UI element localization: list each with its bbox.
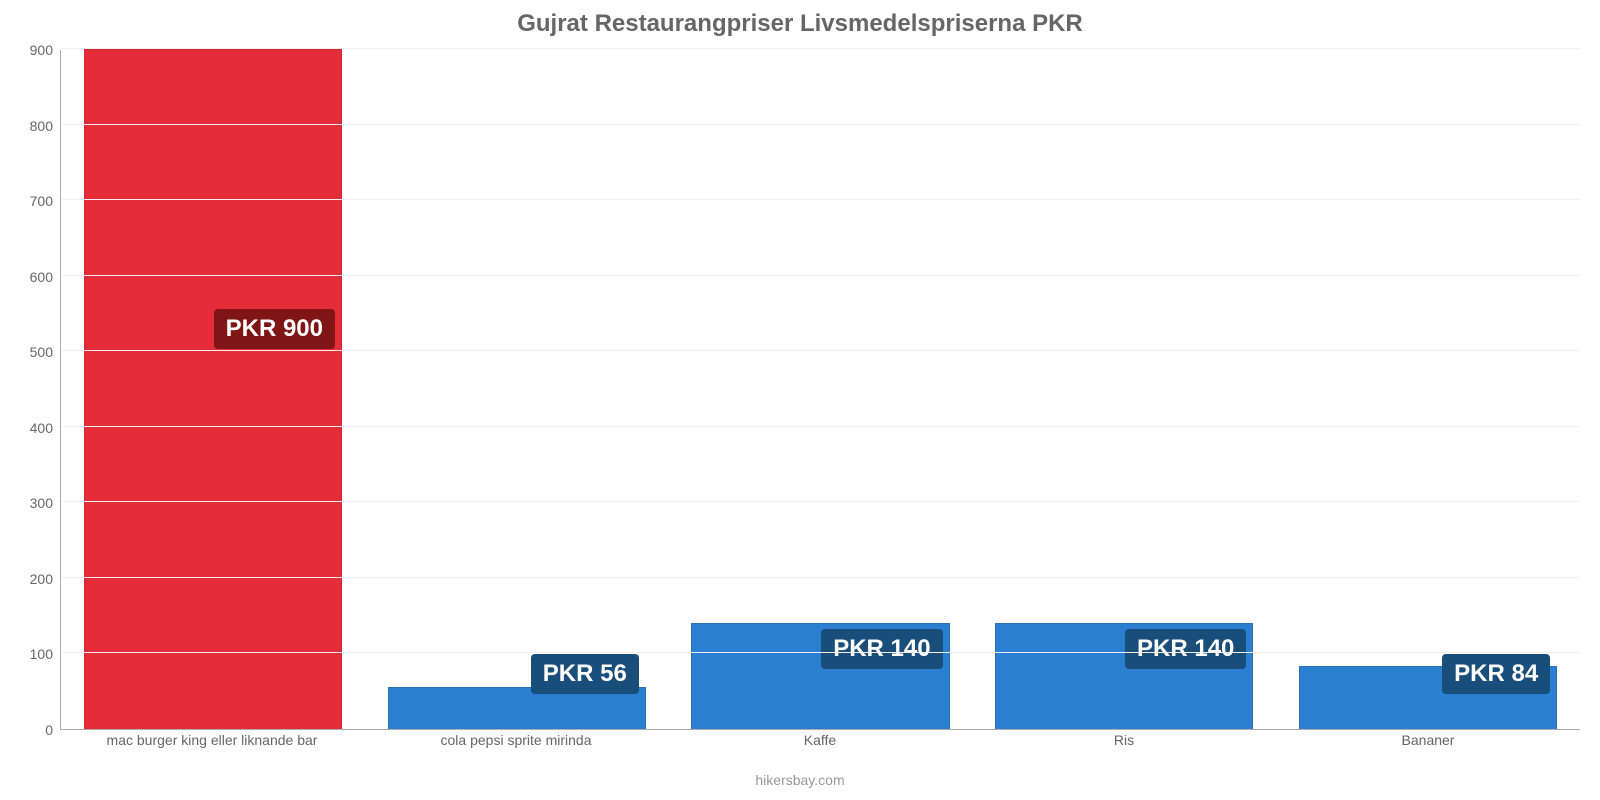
value-label: PKR 140 [821, 629, 942, 669]
y-tick-label: 400 [30, 420, 53, 436]
gridline [61, 199, 1580, 200]
bars-container: PKR 900 PKR 56 PKR 140 PKR 140 PKR 84 [61, 50, 1580, 729]
y-tick-label: 900 [30, 42, 53, 58]
y-tick-label: 0 [45, 722, 53, 738]
x-axis-labels: mac burger king eller liknande barcola p… [60, 732, 1580, 748]
y-tick-label: 300 [30, 495, 53, 511]
gridline [61, 577, 1580, 578]
bar-slot: PKR 84 [1276, 50, 1580, 729]
y-tick-label: 100 [30, 646, 53, 662]
value-label: PKR 900 [214, 309, 335, 349]
y-tick-label: 800 [30, 118, 53, 134]
bar: PKR 140 [995, 623, 1253, 729]
gridline [61, 426, 1580, 427]
bar-slot: PKR 56 [365, 50, 669, 729]
bar-slot: PKR 900 [61, 50, 365, 729]
x-tick-label: Ris [972, 732, 1276, 748]
gridline [61, 652, 1580, 653]
gridline [61, 350, 1580, 351]
bar: PKR 56 [388, 687, 646, 729]
y-tick-label: 200 [30, 571, 53, 587]
x-tick-label: Kaffe [668, 732, 972, 748]
gridline [61, 501, 1580, 502]
y-tick-label: 600 [30, 269, 53, 285]
price-bar-chart: Gujrat Restaurangpriser Livsmedelspriser… [0, 0, 1600, 800]
plot-area: PKR 900PKR 56PKR 140PKR 140PKR 84 010020… [60, 50, 1580, 730]
y-tick-label: 500 [30, 344, 53, 360]
gridline [61, 275, 1580, 276]
bar-slot: PKR 140 [972, 50, 1276, 729]
x-tick-label: cola pepsi sprite mirinda [364, 732, 668, 748]
chart-title: Gujrat Restaurangpriser Livsmedelspriser… [0, 10, 1600, 38]
gridline [61, 48, 1580, 49]
bar: PKR 140 [691, 623, 949, 729]
gridline [61, 124, 1580, 125]
bar-slot: PKR 140 [669, 50, 973, 729]
value-label: PKR 56 [531, 654, 639, 694]
value-label: PKR 140 [1125, 629, 1246, 669]
chart-footer: hikersbay.com [0, 772, 1600, 788]
bar: PKR 900 [84, 49, 342, 729]
value-label: PKR 84 [1442, 654, 1550, 694]
x-tick-label: Bananer [1276, 732, 1580, 748]
x-tick-label: mac burger king eller liknande bar [60, 732, 364, 748]
bar: PKR 84 [1299, 666, 1557, 729]
y-tick-label: 700 [30, 193, 53, 209]
